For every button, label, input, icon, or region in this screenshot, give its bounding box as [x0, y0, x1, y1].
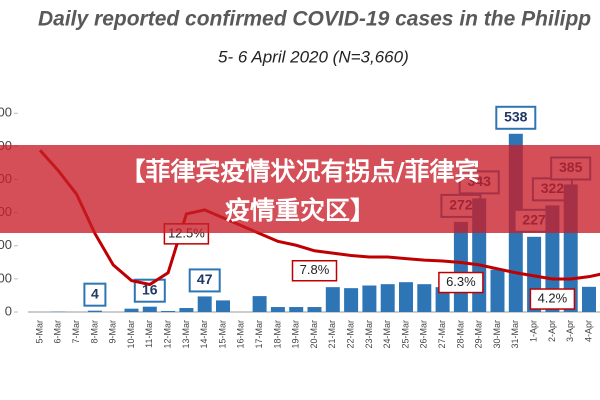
data-label: 4 [91, 285, 99, 301]
x-tick-label: 19-Mar [291, 320, 301, 349]
label-box [83, 282, 107, 307]
bar [325, 287, 340, 312]
x-tick-label: 21-Mar [327, 320, 337, 349]
x-tick-label: 22-Mar [345, 320, 355, 349]
x-tick-label: 23-Mar [364, 320, 374, 349]
y-tick-label: 100 [0, 270, 12, 285]
x-tick-label: 25-Mar [400, 320, 410, 349]
bar [197, 296, 212, 312]
x-tick-label: 30-Mar [492, 320, 502, 349]
y-tick-label: 200 [0, 237, 12, 252]
x-tick-label: 10-Mar [126, 320, 136, 349]
bar [87, 310, 102, 312]
bar [307, 307, 322, 312]
y-tick-label: 600 [0, 105, 12, 120]
bar [124, 308, 139, 312]
bar [270, 307, 285, 312]
x-tick-label: 26-Mar [419, 320, 429, 349]
bar [490, 269, 505, 312]
x-tick-label: 3-Apr [565, 320, 575, 342]
x-tick-label: 8-Mar [89, 320, 99, 344]
chart-subtitle: 5- 6 April 2020 (N=3,660) [218, 47, 409, 66]
data-label: 47 [197, 271, 213, 287]
bar [582, 286, 596, 312]
bar [289, 307, 304, 312]
x-tick-label: 12-Mar [162, 320, 172, 349]
banner-band [0, 145, 600, 233]
data-label: 16 [142, 281, 158, 297]
bar [435, 287, 450, 312]
label-box [291, 260, 338, 282]
chart-title: Daily reported confirmed COVID-19 cases … [38, 8, 591, 31]
x-tick-label: 11-Mar [144, 320, 154, 348]
label-box [188, 268, 221, 293]
x-tick-label: 9-Mar [108, 320, 118, 344]
bar [362, 285, 377, 312]
x-tick-label: 13-Mar [181, 320, 191, 349]
x-tick-label: 2-Apr [547, 320, 557, 342]
y-tick-label: 0 [5, 303, 12, 318]
x-tick-label: 15-Mar [217, 320, 227, 349]
label-box [133, 278, 166, 303]
watermark: 知乎 [548, 373, 584, 394]
x-tick-label: 24-Mar [382, 320, 392, 349]
bar [179, 308, 194, 312]
bar [399, 282, 413, 312]
bar [216, 300, 230, 312]
x-tick-label: 4-Apr [583, 320, 593, 342]
bar [453, 221, 468, 312]
x-tick-label: 17-Mar [254, 320, 264, 349]
line [38, 149, 600, 287]
label-box [438, 271, 484, 294]
bar [161, 311, 176, 312]
x-tick-label: 28-Mar [455, 320, 465, 349]
x-tick-label: 20-Mar [309, 320, 319, 349]
x-tick-label: 16-Mar [236, 320, 246, 349]
bar [380, 284, 395, 312]
bar [344, 288, 359, 312]
x-tick-label: 27-Mar [437, 320, 447, 349]
x-tick-label: 7-Mar [71, 320, 81, 344]
x-tick-label: 18-Mar [272, 320, 282, 349]
banner-line: 疫情重灾区】 [225, 196, 375, 225]
x-tick-label: 29-Mar [474, 320, 484, 349]
x-tick-label: 1-Apr [528, 320, 538, 342]
data-label: 7.8% [300, 262, 330, 277]
x-tick-label: 5-Mar [34, 320, 44, 344]
data-label: 4.2% [538, 290, 568, 305]
x-tick-label: 14-Mar [199, 320, 209, 349]
x-tick-label: 31-Mar [510, 320, 520, 349]
bar [417, 284, 432, 312]
x-tick-label: 6-Mar [53, 320, 63, 344]
data-label: 538 [504, 108, 528, 124]
label-box [529, 288, 576, 310]
banner-line: 【菲律宾疫情状况有拐点/菲律宾 [120, 157, 479, 186]
bar [252, 296, 267, 312]
data-label: 6.3% [446, 274, 476, 289]
label-box [495, 105, 537, 130]
bar [142, 306, 157, 312]
